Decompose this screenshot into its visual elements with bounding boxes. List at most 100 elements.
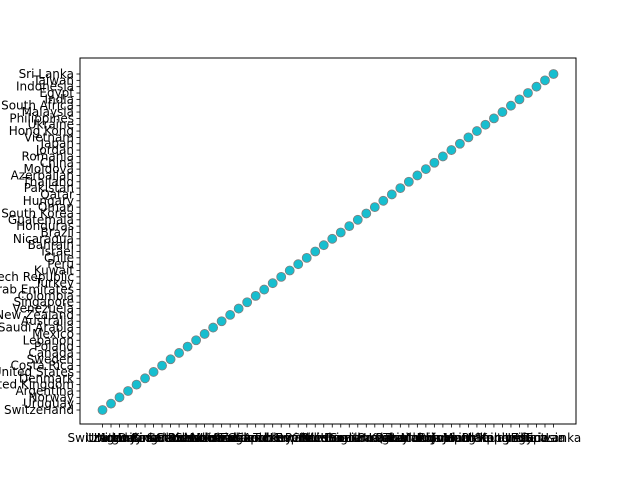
x-tick-label: United Kingdom (88, 431, 184, 445)
y-tick-label: Lebanon (23, 333, 74, 347)
data-point (523, 88, 533, 98)
y-tick-label: Azerbaijan (11, 168, 74, 182)
data-point (276, 271, 287, 282)
x-tick-label: Indonesia (507, 431, 565, 445)
y-tick-label: Costa Rica (11, 359, 74, 373)
x-tick-label: Oman (357, 431, 393, 445)
data-point (327, 233, 338, 244)
series-layer-10 (97, 69, 559, 415)
x-tick-label: Colombia (227, 431, 283, 445)
y-tick-label: Colombia (18, 289, 74, 303)
x-tick-label: Switzerland (68, 431, 138, 445)
y-tick-label: Jordan (35, 143, 74, 157)
y-tick-label: Denmark (19, 371, 74, 385)
x-tick-label: Costa Rica (130, 431, 193, 445)
data-point (242, 297, 253, 308)
data-point (174, 348, 184, 358)
data-point (514, 94, 525, 105)
y-tick-label: Guatemala (8, 213, 74, 227)
y-tick-label: South Korea (1, 206, 74, 220)
x-tick-label: United Arab Emirates (200, 431, 328, 445)
y-tick-label: Egypt (39, 86, 74, 100)
x-tick-label: Norway (97, 431, 143, 445)
x-tick-label: South Korea (330, 431, 403, 445)
data-point (369, 202, 380, 213)
chart-marks (97, 69, 559, 415)
y-tick-label: Brazil (41, 225, 75, 239)
data-point (140, 373, 150, 384)
y-tick-label: Poland (34, 340, 74, 354)
data-point (531, 81, 542, 92)
x-tick-label: Vietnam (443, 431, 493, 445)
x-tick-label: Hong Kong (444, 431, 509, 445)
y-tick-label: Malaysia (22, 105, 74, 119)
data-point (310, 246, 321, 257)
data-point (429, 157, 440, 168)
data-point (412, 170, 423, 181)
y-tick-label: Nicaragua (13, 232, 74, 246)
y-tick-label: Taiwan (32, 73, 74, 87)
data-point (489, 113, 499, 124)
data-point (191, 335, 202, 346)
y-tick-label: Sweden (27, 352, 74, 366)
x-tick-label: Israel (299, 431, 332, 445)
y-tick-label: Venezuela (12, 302, 74, 316)
data-point (301, 252, 312, 263)
y-tick-label: Vietnam (24, 130, 74, 144)
x-tick-label: Mexico (184, 431, 226, 445)
y-tick-label: Thailand (21, 175, 74, 189)
x-tick-label: Brazil (324, 431, 358, 445)
y-tick-label: China (40, 156, 74, 170)
y-tick-label: Israel (41, 245, 74, 259)
x-tick-label: Pakistan (375, 431, 425, 445)
data-point (344, 221, 355, 232)
data-point (131, 379, 142, 390)
y-tick-label: South Africa (1, 99, 74, 113)
data-point (548, 69, 559, 79)
y-tick-label: Singapore (13, 295, 74, 309)
x-tick-label: China (417, 431, 451, 445)
y-tick-label: Pakistan (24, 181, 74, 195)
data-point (250, 290, 261, 301)
data-point (437, 151, 448, 162)
data-point (472, 126, 482, 136)
y-tick-label: Saudi Arabia (0, 321, 74, 335)
data-point (182, 341, 193, 352)
y-tick-label: Chile (44, 251, 74, 265)
y-tick-label: Ukraine (28, 118, 74, 132)
y-tick-label: United Arab Emirates (0, 283, 74, 297)
y-tick-label: Sri Lanka (19, 67, 74, 81)
data-point (225, 310, 236, 320)
x-tick-label: Taiwan (524, 431, 566, 445)
data-point (540, 75, 550, 86)
x-tick-label: Hungary (358, 431, 409, 445)
x-tick-label: Uruguay (86, 431, 137, 445)
x-tick-label: Japan (442, 431, 476, 445)
data-point (420, 164, 431, 174)
data-point (352, 214, 363, 225)
y-tick-label: Oman (38, 200, 74, 214)
y-tick-label: New Zealand (0, 308, 74, 322)
y-tick-label: Turkey (34, 276, 74, 290)
data-point (208, 322, 219, 333)
x-tick-label: Thailand (382, 431, 435, 445)
plot-frame (79, 57, 577, 425)
x-tick-label: Malaysia (476, 431, 528, 445)
y-tick-label: Kuwait (34, 264, 74, 278)
x-tick-label: Peru (285, 431, 312, 445)
x-axis-ticks: SwitzerlandUruguayNorwayArgentinaUnited … (68, 424, 581, 445)
x-tick-label: Turkey (252, 431, 292, 445)
y-tick-label: Hungary (23, 194, 74, 208)
data-point (378, 195, 389, 206)
data-point (335, 227, 346, 238)
y-tick-label: Indonesia (16, 80, 74, 94)
x-tick-label: Jordan (431, 431, 470, 445)
x-tick-label: Azerbaijan (386, 431, 449, 445)
y-tick-label: Hong Kong (9, 124, 74, 138)
data-point (114, 392, 125, 403)
x-tick-label: Bahrain (301, 431, 347, 445)
y-tick-label: India (45, 92, 74, 106)
x-tick-label: South Africa (474, 431, 547, 445)
y-tick-label: Switzerland (4, 403, 74, 417)
